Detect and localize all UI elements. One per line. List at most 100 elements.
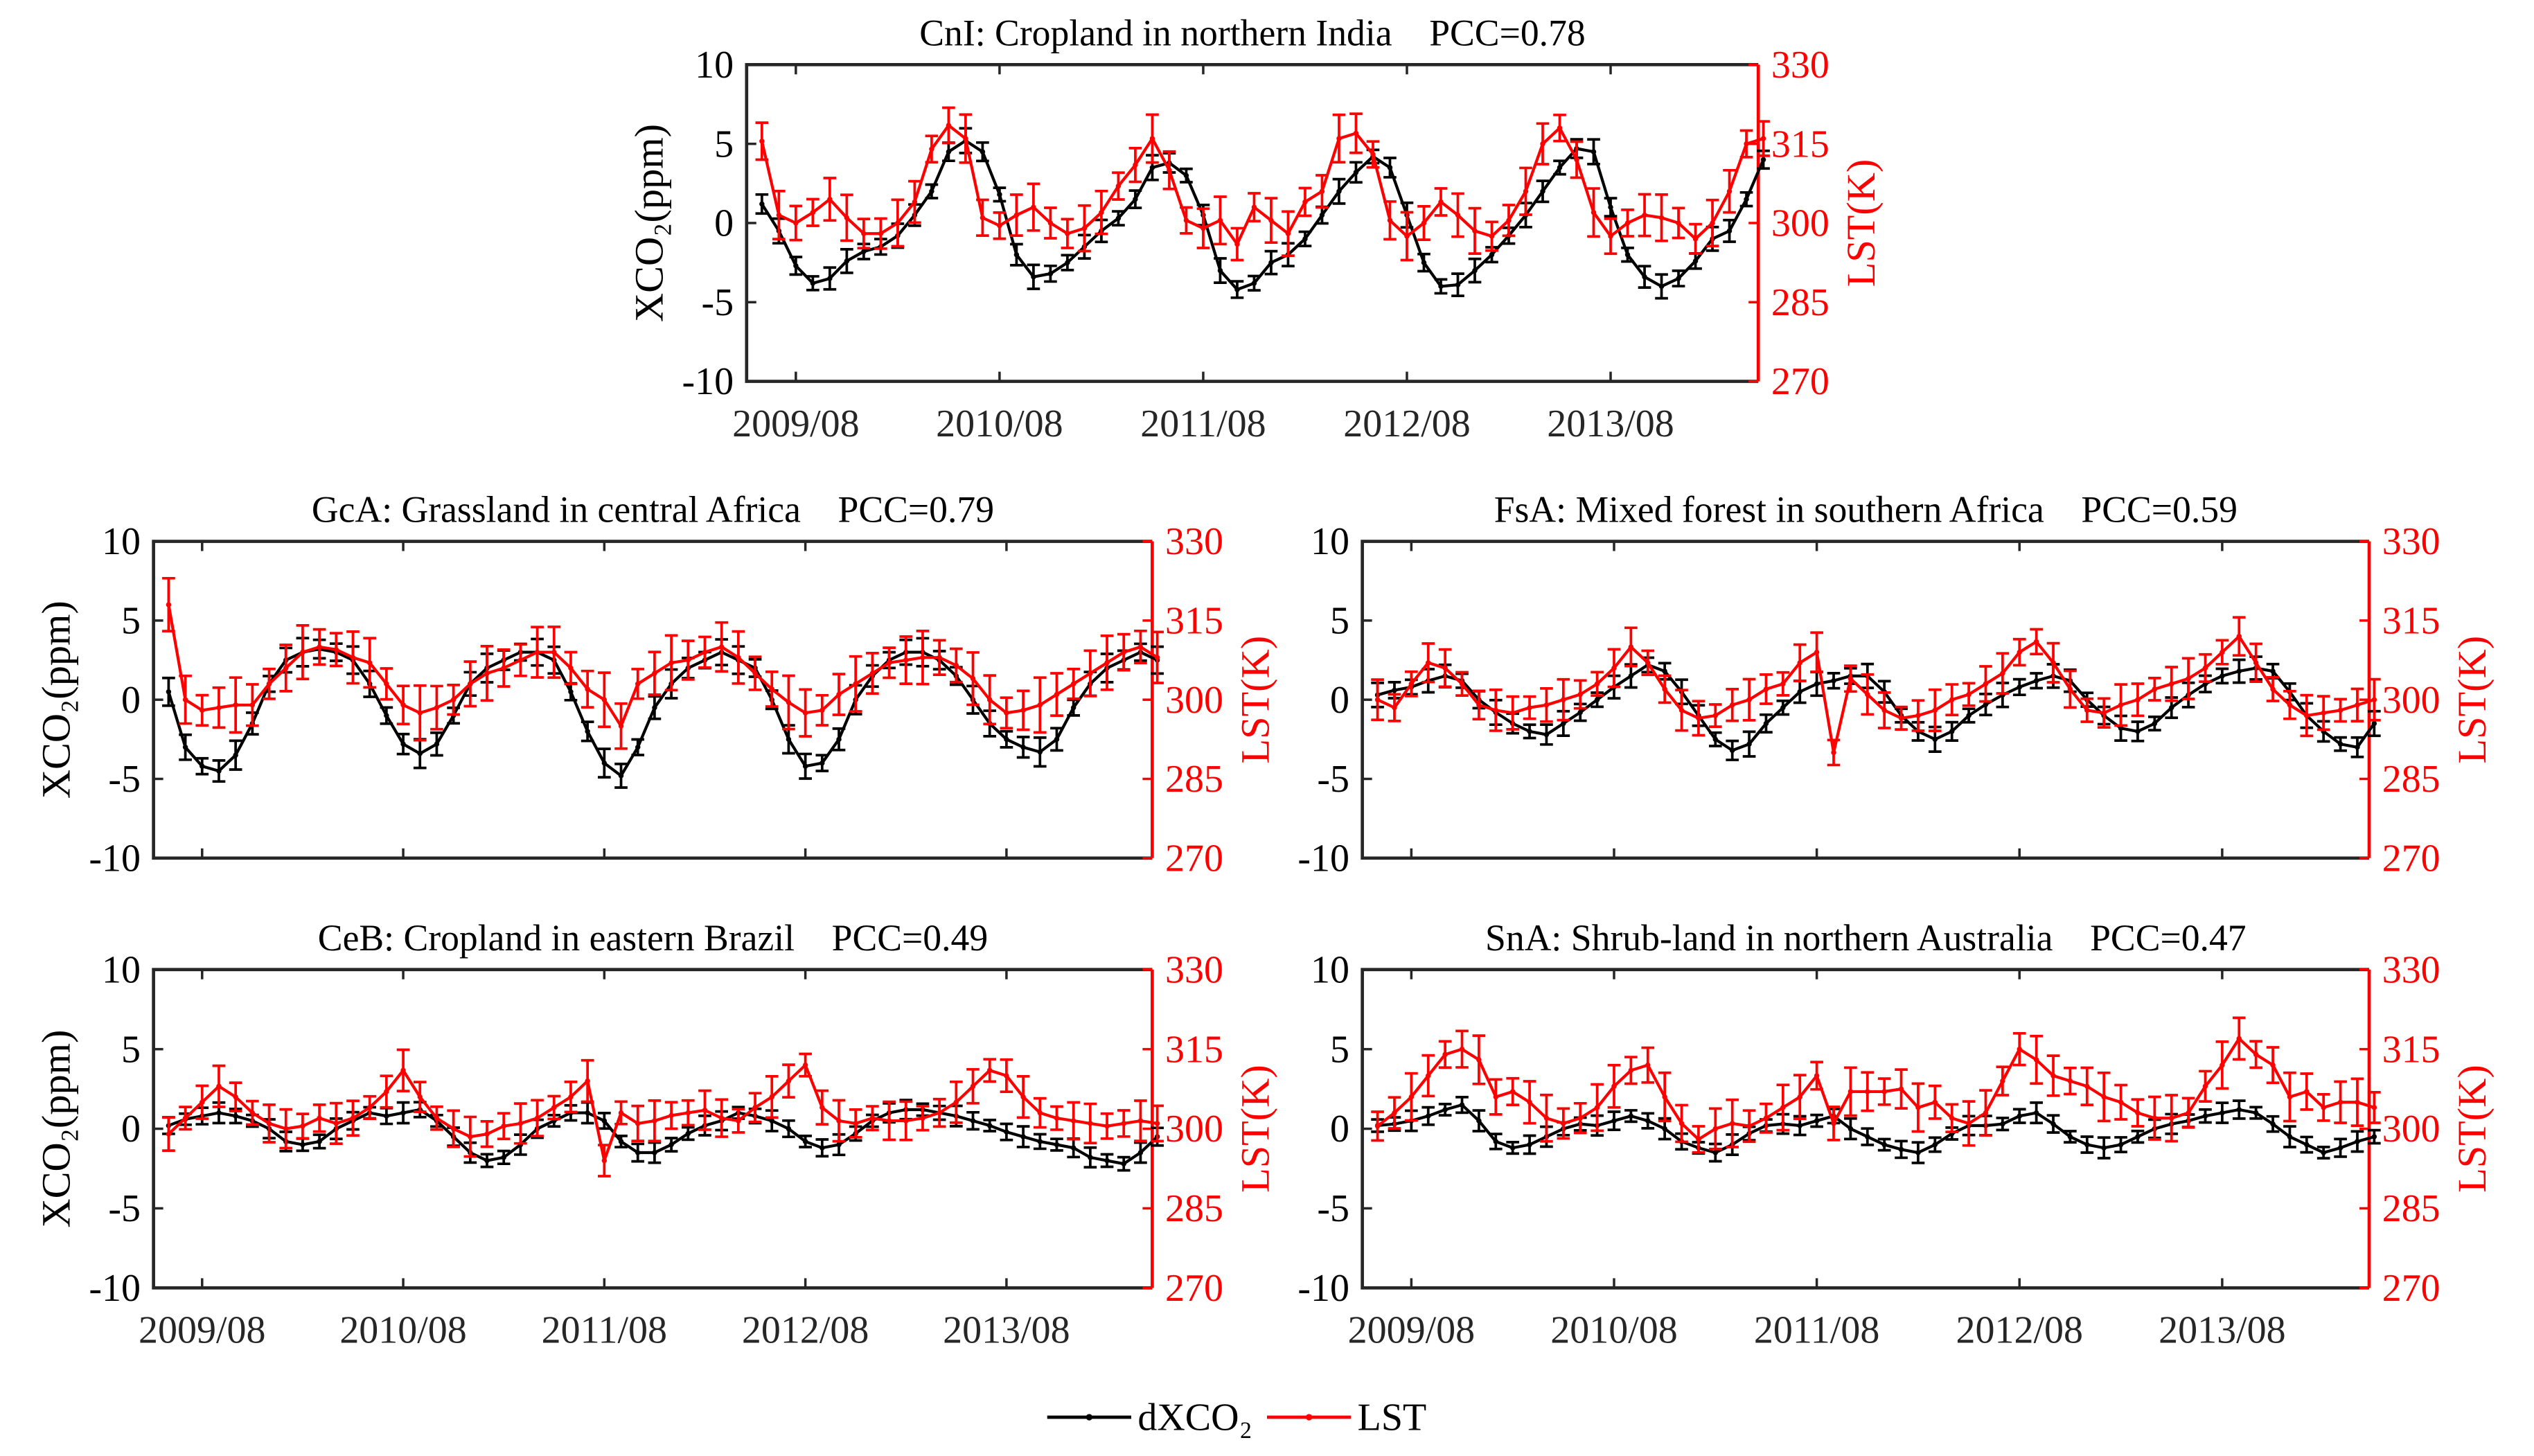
data-point — [501, 665, 506, 671]
data-point — [2236, 633, 2242, 639]
data-point — [1392, 1110, 1397, 1116]
data-point — [2253, 1051, 2259, 1058]
data-point — [266, 681, 272, 687]
series-line — [1376, 1036, 2375, 1142]
x-tick-label: 2009/08 — [1348, 1309, 1475, 1352]
data-point — [752, 1105, 758, 1110]
data-point — [1611, 1083, 1617, 1090]
data-point — [668, 660, 674, 666]
y-tick-label: 0 — [1330, 679, 1349, 722]
series-line — [167, 1062, 1158, 1166]
data-point — [1493, 1139, 1499, 1144]
data-point — [2253, 660, 2259, 666]
series-line — [760, 123, 1764, 247]
data-point — [946, 149, 952, 154]
data-point — [1662, 1126, 1667, 1132]
data-point — [1662, 686, 1667, 692]
data-point — [1387, 217, 1393, 223]
data-point — [1088, 1121, 1093, 1126]
data-point — [2202, 1113, 2208, 1119]
data-point — [912, 199, 918, 205]
data-point — [861, 249, 867, 254]
data-point — [1319, 188, 1325, 194]
data-point — [1966, 713, 1972, 718]
data-point — [2321, 710, 2326, 716]
data-point — [2118, 1142, 2124, 1148]
data-point — [1442, 665, 1448, 671]
data-point — [718, 1115, 725, 1121]
data-point — [1115, 215, 1122, 221]
data-point — [2287, 1094, 2293, 1100]
data-point — [1577, 691, 1583, 698]
data-point — [1217, 267, 1223, 274]
y-tick-label: 10 — [102, 520, 141, 563]
data-point — [1020, 1094, 1026, 1100]
data-point — [1658, 283, 1665, 290]
data-point — [953, 662, 959, 668]
data-point — [1746, 697, 1752, 702]
data-point — [2000, 671, 2005, 676]
data-point — [266, 1121, 272, 1126]
data-point — [980, 215, 986, 221]
data-point — [1865, 691, 1870, 698]
panel-title: GcA: Grassland in central Africa PCC=0.7… — [312, 489, 994, 531]
data-point — [652, 1118, 657, 1124]
data-point — [1070, 1118, 1076, 1124]
data-point — [718, 644, 725, 650]
data-point — [1506, 217, 1512, 223]
data-point — [1472, 228, 1478, 234]
data-point — [2337, 1099, 2343, 1105]
data-point — [786, 1126, 792, 1132]
data-point — [233, 1113, 238, 1119]
data-point — [484, 1157, 490, 1164]
series-line — [1377, 1103, 2375, 1155]
data-point — [450, 697, 457, 702]
data-point — [2033, 639, 2039, 645]
series-dxco2 — [162, 1099, 1164, 1172]
data-point — [1104, 660, 1110, 666]
data-point — [1234, 241, 1240, 247]
y-tick-label: -10 — [1297, 1267, 1349, 1310]
data-point — [997, 223, 1002, 229]
data-point — [1814, 1118, 1820, 1124]
data-point — [450, 1126, 457, 1132]
x-tick-label: 2009/08 — [139, 1309, 265, 1352]
data-point — [2270, 686, 2276, 692]
data-point — [2135, 1134, 2141, 1139]
data-point — [601, 1118, 608, 1124]
data-point — [2236, 668, 2242, 674]
legend: dXCO₂ LST — [1047, 1396, 1426, 1439]
x-tick-label: 2012/08 — [1343, 402, 1470, 445]
y2-tick-label: 300 — [2382, 679, 2440, 722]
data-point — [1881, 707, 1887, 713]
data-point — [1557, 165, 1563, 170]
y2-axis-label: LST(K) — [2449, 636, 2495, 764]
data-point — [2304, 1089, 2310, 1094]
data-point — [1133, 162, 1138, 168]
data-point — [1760, 136, 1766, 141]
data-point — [929, 146, 934, 152]
y-tick-label: -5 — [108, 1187, 141, 1230]
data-point — [1676, 276, 1681, 281]
data-point — [635, 1121, 641, 1126]
data-point — [769, 686, 774, 692]
data-point — [2186, 1110, 2191, 1116]
data-point — [1183, 217, 1189, 223]
data-point — [970, 1083, 976, 1090]
data-point — [819, 1105, 825, 1110]
data-point — [1020, 1134, 1026, 1139]
data-point — [2000, 1121, 2005, 1127]
data-point — [1678, 1121, 1685, 1126]
data-point — [802, 710, 808, 716]
data-point — [1814, 649, 1820, 655]
data-point — [886, 1118, 892, 1124]
data-point — [1149, 136, 1155, 141]
data-point — [903, 657, 909, 663]
y2-tick-label: 330 — [2382, 948, 2440, 991]
data-point — [568, 689, 574, 695]
data-point — [836, 691, 842, 698]
data-point — [1137, 1150, 1144, 1155]
data-point — [1797, 689, 1802, 695]
data-point — [1054, 691, 1060, 698]
data-point — [2067, 1078, 2073, 1084]
